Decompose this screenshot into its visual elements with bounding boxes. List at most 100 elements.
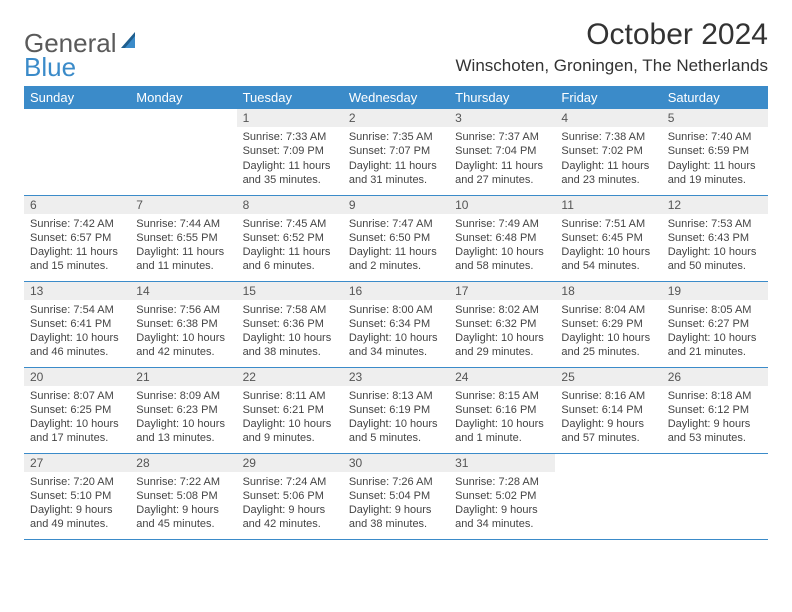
calendar-body: ....1Sunrise: 7:33 AMSunset: 7:09 PMDayl… [24, 109, 768, 539]
page-header: General October 2024 Winschoten, Groning… [24, 18, 768, 80]
calendar-day-cell: 15Sunrise: 7:58 AMSunset: 6:36 PMDayligh… [237, 281, 343, 367]
day-details: Sunrise: 8:18 AMSunset: 6:12 PMDaylight:… [662, 386, 768, 452]
sunset-text: Sunset: 6:57 PM [30, 231, 124, 245]
sunset-text: Sunset: 5:04 PM [349, 489, 443, 503]
daylight-text: Daylight: 11 hours and 11 minutes. [136, 245, 230, 274]
sunrise-text: Sunrise: 7:33 AM [243, 130, 337, 144]
day-details: Sunrise: 8:05 AMSunset: 6:27 PMDaylight:… [662, 300, 768, 366]
day-details: Sunrise: 7:38 AMSunset: 7:02 PMDaylight:… [555, 127, 661, 193]
sunrise-text: Sunrise: 7:51 AM [561, 217, 655, 231]
day-number: 21 [130, 368, 236, 386]
sunrise-text: Sunrise: 8:04 AM [561, 303, 655, 317]
sunset-text: Sunset: 7:02 PM [561, 144, 655, 158]
calendar-day-cell: 5Sunrise: 7:40 AMSunset: 6:59 PMDaylight… [662, 109, 768, 195]
day-details: Sunrise: 8:09 AMSunset: 6:23 PMDaylight:… [130, 386, 236, 452]
sunset-text: Sunset: 6:34 PM [349, 317, 443, 331]
day-details: Sunrise: 7:49 AMSunset: 6:48 PMDaylight:… [449, 214, 555, 280]
calendar-day-cell: 30Sunrise: 7:26 AMSunset: 5:04 PMDayligh… [343, 453, 449, 539]
weekday-header: Saturday [662, 86, 768, 109]
calendar-day-cell: 27Sunrise: 7:20 AMSunset: 5:10 PMDayligh… [24, 453, 130, 539]
sunrise-text: Sunrise: 8:09 AM [136, 389, 230, 403]
sunrise-text: Sunrise: 8:16 AM [561, 389, 655, 403]
calendar-day-cell: .. [130, 109, 236, 195]
day-number: 5 [662, 109, 768, 127]
calendar-day-cell: 16Sunrise: 8:00 AMSunset: 6:34 PMDayligh… [343, 281, 449, 367]
day-details: Sunrise: 7:58 AMSunset: 6:36 PMDaylight:… [237, 300, 343, 366]
sunrise-text: Sunrise: 7:53 AM [668, 217, 762, 231]
calendar-day-cell: 20Sunrise: 8:07 AMSunset: 6:25 PMDayligh… [24, 367, 130, 453]
day-number: 7 [130, 196, 236, 214]
day-number: 14 [130, 282, 236, 300]
day-number: 18 [555, 282, 661, 300]
sunrise-text: Sunrise: 7:45 AM [243, 217, 337, 231]
sunset-text: Sunset: 6:29 PM [561, 317, 655, 331]
daylight-text: Daylight: 10 hours and 42 minutes. [136, 331, 230, 360]
daylight-text: Daylight: 9 hours and 57 minutes. [561, 417, 655, 446]
calendar-day-cell: 4Sunrise: 7:38 AMSunset: 7:02 PMDaylight… [555, 109, 661, 195]
calendar-day-cell: 7 Sunrise: 7:44 AMSunset: 6:55 PMDaylight… [130, 195, 236, 281]
daylight-text: Daylight: 10 hours and 54 minutes. [561, 245, 655, 274]
day-number: 2 [343, 109, 449, 127]
sunset-text: Sunset: 6:38 PM [136, 317, 230, 331]
day-details: Sunrise: 7:47 AMSunset: 6:50 PMDaylight:… [343, 214, 449, 280]
day-number: 11 [555, 196, 661, 214]
daylight-text: Daylight: 9 hours and 42 minutes. [243, 503, 337, 532]
sunset-text: Sunset: 5:06 PM [243, 489, 337, 503]
sunset-text: Sunset: 6:41 PM [30, 317, 124, 331]
weekday-header: Tuesday [237, 86, 343, 109]
daylight-text: Daylight: 10 hours and 46 minutes. [30, 331, 124, 360]
calendar-header-row: SundayMondayTuesdayWednesdayThursdayFrid… [24, 86, 768, 109]
day-number: 15 [237, 282, 343, 300]
calendar-day-cell: 31Sunrise: 7:28 AMSunset: 5:02 PMDayligh… [449, 453, 555, 539]
calendar-day-cell: 9Sunrise: 7:47 AMSunset: 6:50 PMDaylight… [343, 195, 449, 281]
day-details: Sunrise: 7:40 AMSunset: 6:59 PMDaylight:… [662, 127, 768, 193]
sunset-text: Sunset: 6:12 PM [668, 403, 762, 417]
sunset-text: Sunset: 6:59 PM [668, 144, 762, 158]
day-number: 3 [449, 109, 555, 127]
day-details: Sunrise: 7:56 AMSunset: 6:38 PMDaylight:… [130, 300, 236, 366]
daylight-text: Daylight: 11 hours and 2 minutes. [349, 245, 443, 274]
day-number: 8 [237, 196, 343, 214]
daylight-text: Daylight: 10 hours and 9 minutes. [243, 417, 337, 446]
day-number: 31 [449, 454, 555, 472]
sail-icon [119, 28, 139, 59]
day-details: Sunrise: 8:16 AMSunset: 6:14 PMDaylight:… [555, 386, 661, 452]
sunrise-text: Sunrise: 7:58 AM [243, 303, 337, 317]
sunset-text: Sunset: 6:19 PM [349, 403, 443, 417]
day-details: Sunrise: 7:53 AMSunset: 6:43 PMDaylight:… [662, 214, 768, 280]
calendar-day-cell: .. [555, 453, 661, 539]
weekday-header: Thursday [449, 86, 555, 109]
calendar-day-cell: 28Sunrise: 7:22 AMSunset: 5:08 PMDayligh… [130, 453, 236, 539]
sunrise-text: Sunrise: 8:02 AM [455, 303, 549, 317]
weekday-header: Wednesday [343, 86, 449, 109]
calendar-day-cell: 22Sunrise: 8:11 AMSunset: 6:21 PMDayligh… [237, 367, 343, 453]
calendar-day-cell: 26Sunrise: 8:18 AMSunset: 6:12 PMDayligh… [662, 367, 768, 453]
sunrise-text: Sunrise: 7:56 AM [136, 303, 230, 317]
sunrise-text: Sunrise: 7:37 AM [455, 130, 549, 144]
sunrise-text: Sunrise: 7:44 AM [136, 217, 230, 231]
calendar-day-cell: 21Sunrise: 8:09 AMSunset: 6:23 PMDayligh… [130, 367, 236, 453]
day-details: Sunrise: 7:45 AMSunset: 6:52 PMDaylight:… [237, 214, 343, 280]
sunset-text: Sunset: 5:10 PM [30, 489, 124, 503]
sunset-text: Sunset: 6:48 PM [455, 231, 549, 245]
daylight-text: Daylight: 10 hours and 34 minutes. [349, 331, 443, 360]
day-number: 29 [237, 454, 343, 472]
sunrise-text: Sunrise: 7:42 AM [30, 217, 124, 231]
day-number: 19 [662, 282, 768, 300]
calendar-day-cell: 3Sunrise: 7:37 AMSunset: 7:04 PMDaylight… [449, 109, 555, 195]
daylight-text: Daylight: 10 hours and 38 minutes. [243, 331, 337, 360]
day-details: Sunrise: 8:02 AMSunset: 6:32 PMDaylight:… [449, 300, 555, 366]
sunset-text: Sunset: 6:55 PM [136, 231, 230, 245]
daylight-text: Daylight: 10 hours and 13 minutes. [136, 417, 230, 446]
day-details: Sunrise: 8:00 AMSunset: 6:34 PMDaylight:… [343, 300, 449, 366]
daylight-text: Daylight: 11 hours and 27 minutes. [455, 159, 549, 188]
weekday-header: Sunday [24, 86, 130, 109]
daylight-text: Daylight: 9 hours and 38 minutes. [349, 503, 443, 532]
sunset-text: Sunset: 6:50 PM [349, 231, 443, 245]
sunset-text: Sunset: 6:45 PM [561, 231, 655, 245]
calendar-week-row: 20Sunrise: 8:07 AMSunset: 6:25 PMDayligh… [24, 367, 768, 453]
sunrise-text: Sunrise: 7:20 AM [30, 475, 124, 489]
daylight-text: Daylight: 10 hours and 17 minutes. [30, 417, 124, 446]
day-details: Sunrise: 7:54 AMSunset: 6:41 PMDaylight:… [24, 300, 130, 366]
calendar-day-cell: 19Sunrise: 8:05 AMSunset: 6:27 PMDayligh… [662, 281, 768, 367]
